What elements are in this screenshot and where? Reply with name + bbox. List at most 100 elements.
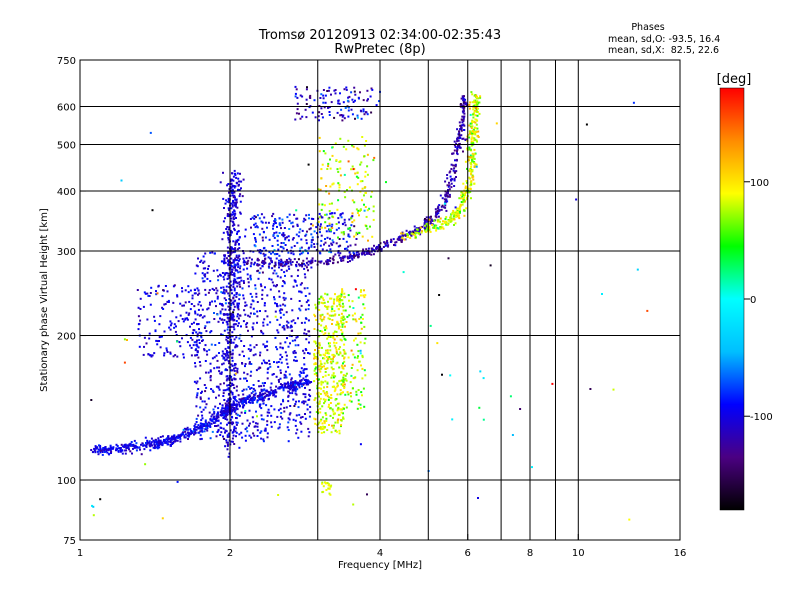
echo-point xyxy=(150,355,153,358)
echo-point xyxy=(352,353,355,356)
echo-point xyxy=(350,168,353,171)
echo-point xyxy=(280,242,283,244)
echo-point xyxy=(419,233,422,236)
echo-point xyxy=(283,410,286,413)
echo-point xyxy=(174,354,177,357)
echo-point xyxy=(267,408,270,411)
echo-point xyxy=(197,289,200,292)
echo-point xyxy=(299,253,301,256)
echo-point xyxy=(463,209,466,212)
echo-point xyxy=(110,446,113,449)
echo-point xyxy=(464,200,467,203)
echo-point xyxy=(462,115,465,118)
echo-point xyxy=(225,228,228,230)
echo-point xyxy=(205,386,208,389)
echo-point xyxy=(230,312,233,315)
echo-point xyxy=(433,219,436,222)
echo-point xyxy=(358,360,361,363)
echo-point xyxy=(348,305,351,308)
echo-point xyxy=(174,330,177,333)
echo-point xyxy=(346,249,349,252)
echo-point xyxy=(209,426,212,428)
echo-point xyxy=(224,308,227,311)
echo-point xyxy=(458,133,461,136)
echo-point xyxy=(251,258,253,261)
echo-point xyxy=(106,451,109,454)
echo-point xyxy=(322,485,325,488)
echo-point xyxy=(429,220,432,223)
echo-point xyxy=(327,405,330,408)
echo-point xyxy=(207,307,210,310)
echo-point xyxy=(285,358,288,361)
echo-point xyxy=(326,385,329,388)
echo-point xyxy=(462,108,465,111)
echo-point xyxy=(318,400,321,403)
echo-point xyxy=(230,317,233,320)
echo-point xyxy=(166,351,169,353)
echo-point xyxy=(473,131,476,134)
echo-point xyxy=(310,266,313,269)
echo-point xyxy=(264,382,266,384)
echo-point xyxy=(330,358,333,361)
echo-point xyxy=(191,331,194,334)
echo-point xyxy=(461,119,464,122)
echo-point xyxy=(411,232,413,235)
echo-point xyxy=(368,207,371,210)
echo-point xyxy=(339,256,342,259)
echo-point xyxy=(454,165,457,168)
echo-point xyxy=(472,175,475,178)
echo-point xyxy=(236,371,239,374)
echo-point xyxy=(264,261,267,264)
echo-point xyxy=(149,131,152,134)
echo-point xyxy=(305,242,308,245)
echo-point xyxy=(270,421,273,424)
echo-point xyxy=(285,382,288,385)
colorbar-label: [deg] xyxy=(717,72,752,87)
echo-point xyxy=(342,374,345,377)
echo-point xyxy=(283,382,286,385)
echo-point xyxy=(324,226,327,229)
echo-point xyxy=(283,327,286,330)
echo-point xyxy=(309,97,312,99)
echo-point xyxy=(295,233,298,236)
echo-point xyxy=(287,440,290,443)
echo-point xyxy=(253,397,256,400)
echo-point xyxy=(132,444,135,447)
echo-point xyxy=(124,449,127,452)
echo-point xyxy=(162,289,165,292)
echo-point xyxy=(251,416,254,419)
echo-point xyxy=(455,176,457,178)
echo-point xyxy=(232,400,235,403)
echo-point xyxy=(225,439,228,442)
echo-point xyxy=(254,389,257,392)
echo-point xyxy=(299,375,302,378)
echo-point xyxy=(186,341,189,344)
echo-point xyxy=(325,391,328,393)
echo-point xyxy=(222,412,225,415)
echo-point xyxy=(259,283,262,286)
echo-point xyxy=(419,226,422,229)
echo-point xyxy=(224,302,227,305)
echo-point xyxy=(303,363,306,366)
echo-point xyxy=(443,198,446,201)
echo-point xyxy=(329,297,332,300)
echo-point xyxy=(286,426,289,429)
echo-point xyxy=(325,414,328,416)
echo-point xyxy=(318,378,320,381)
echo-point xyxy=(328,228,331,231)
echo-point xyxy=(288,213,291,216)
echo-point xyxy=(240,187,242,190)
echo-point xyxy=(330,484,333,487)
echo-point xyxy=(328,345,331,348)
echo-point xyxy=(328,396,331,399)
echo-point xyxy=(469,125,472,128)
echo-point xyxy=(288,257,291,260)
echo-point xyxy=(200,336,203,339)
echo-point xyxy=(281,218,284,221)
echo-point xyxy=(412,231,415,234)
echo-point xyxy=(231,172,233,175)
echo-point xyxy=(215,415,218,418)
echo-point xyxy=(392,238,395,241)
echo-point xyxy=(398,238,400,241)
echo-point xyxy=(451,152,454,155)
